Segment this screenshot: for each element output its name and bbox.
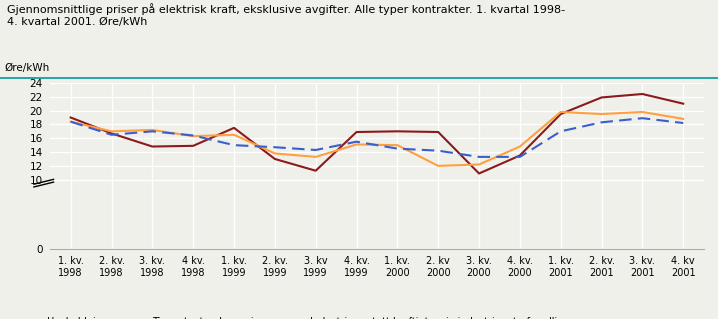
Legend: Husholdninger, Tjenesteytende næringer, Industri, unntatt kraftintensiv industri: Husholdninger, Tjenesteytende næringer, … (22, 317, 569, 319)
Text: Øre/kWh: Øre/kWh (4, 63, 50, 73)
Text: Gjennomsnittlige priser på elektrisk kraft, eksklusive avgifter. Alle typer kont: Gjennomsnittlige priser på elektrisk kra… (7, 3, 565, 27)
